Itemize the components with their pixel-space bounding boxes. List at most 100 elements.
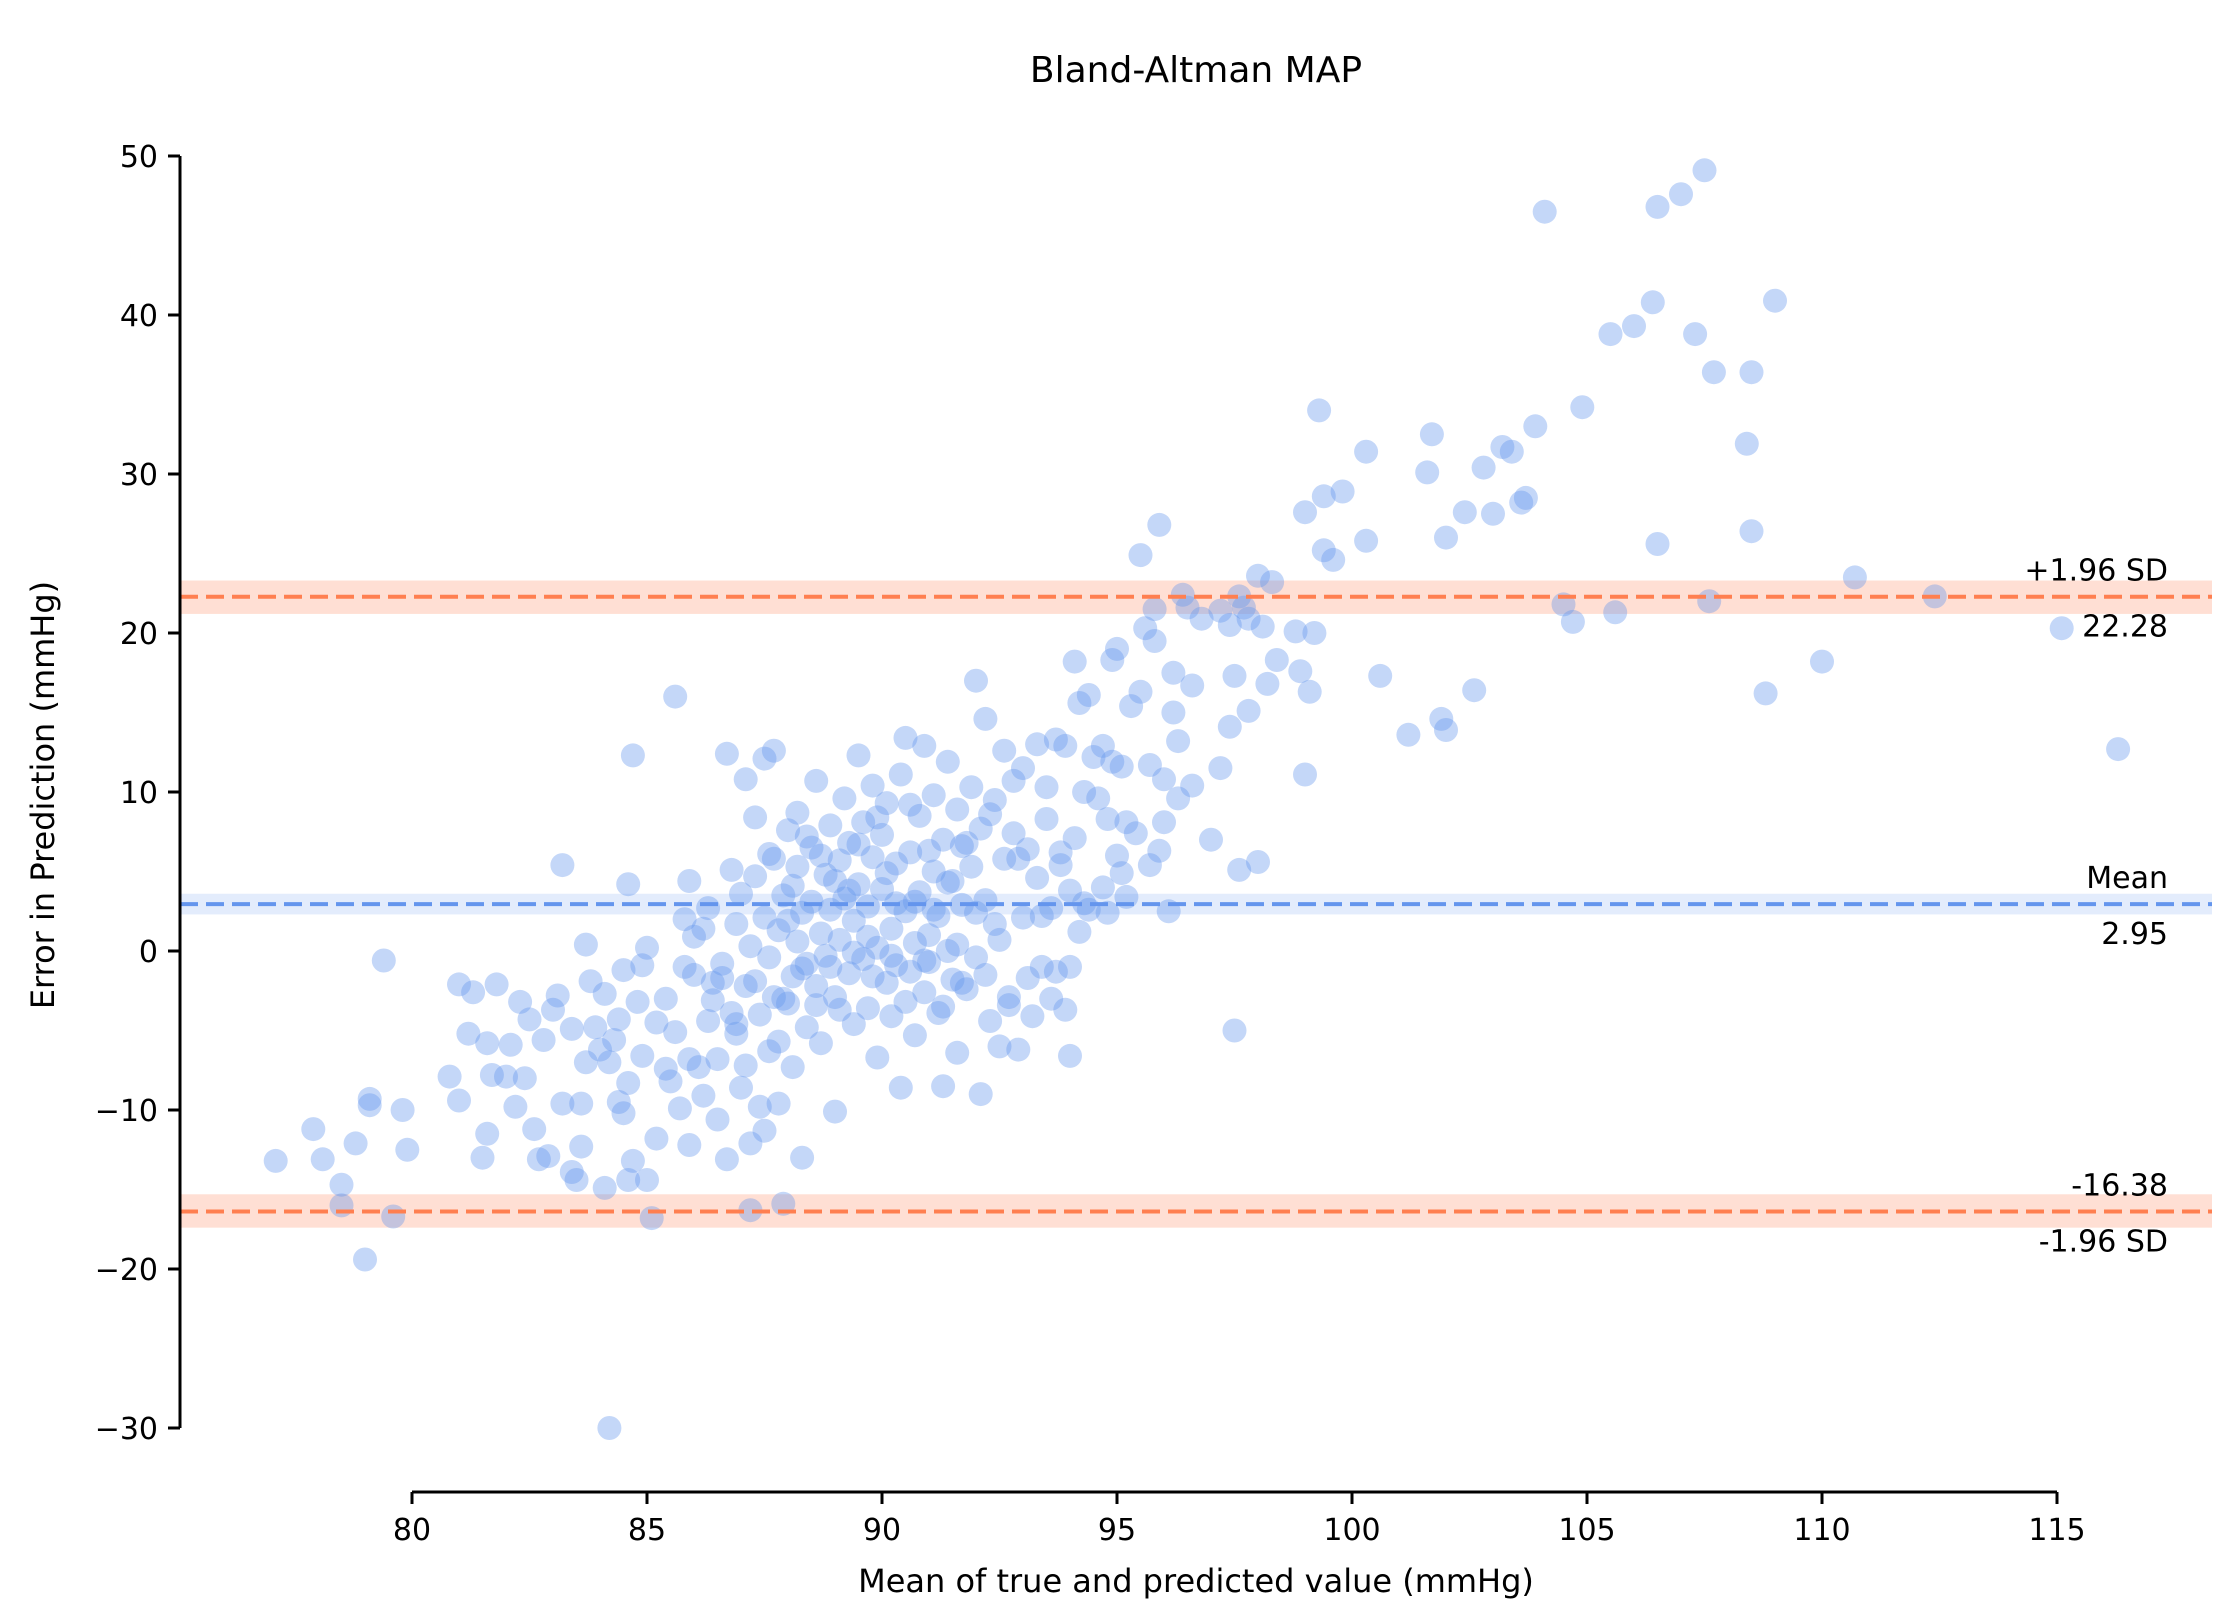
data-point xyxy=(804,974,829,998)
data-point xyxy=(630,1043,655,1068)
data-point xyxy=(569,1091,594,1116)
data-point xyxy=(837,878,862,903)
data-point xyxy=(761,846,786,871)
data-point xyxy=(804,993,829,1018)
data-point xyxy=(959,854,984,879)
data-point xyxy=(381,1204,406,1229)
data-point xyxy=(1152,810,1176,835)
data-point xyxy=(799,835,824,860)
data-point xyxy=(917,950,941,975)
data-point xyxy=(921,897,946,922)
data-point xyxy=(1222,1018,1247,1043)
data-point xyxy=(1048,840,1073,865)
data-point xyxy=(1236,698,1261,723)
data-point xyxy=(954,977,979,1002)
data-point xyxy=(846,872,871,897)
data-point xyxy=(1434,525,1458,550)
data-point xyxy=(1669,182,1693,207)
data-point xyxy=(743,864,768,889)
data-point xyxy=(569,1134,594,1159)
x-tick-label: 100 xyxy=(1323,1513,1380,1548)
data-point xyxy=(1119,694,1144,719)
data-point xyxy=(785,929,810,954)
data-point xyxy=(1058,954,1082,979)
data-point xyxy=(968,1082,993,1107)
y-tick-label: −10 xyxy=(95,1094,158,1129)
data-point xyxy=(794,824,819,849)
data-point xyxy=(912,948,937,973)
data-point xyxy=(978,1009,1003,1033)
data-point xyxy=(813,862,838,887)
data-point xyxy=(823,985,847,1010)
data-point xyxy=(808,921,833,946)
data-point xyxy=(912,980,937,1005)
data-point xyxy=(437,1064,462,1089)
y-tick-label: 20 xyxy=(120,617,158,652)
data-point xyxy=(945,932,970,957)
data-point xyxy=(884,851,909,876)
data-point xyxy=(874,861,899,886)
y-axis-label: Error in Prediction (mmHg) xyxy=(24,581,62,1009)
data-point xyxy=(935,939,960,963)
data-point xyxy=(1086,786,1111,811)
data-point xyxy=(1264,648,1289,672)
data-point xyxy=(1142,629,1167,653)
data-point xyxy=(1598,322,1623,347)
data-point xyxy=(1180,773,1205,798)
line-label-above-2: -16.38 xyxy=(2071,1168,2168,1203)
data-point xyxy=(588,1037,612,1062)
data-point xyxy=(738,1198,763,1223)
data-point xyxy=(907,803,932,828)
data-point xyxy=(329,1172,354,1197)
data-point xyxy=(771,883,796,908)
data-point xyxy=(447,972,471,997)
data-point xyxy=(1429,706,1454,731)
data-point xyxy=(1255,671,1280,696)
data-point xyxy=(855,996,880,1021)
data-point xyxy=(1015,837,1040,862)
data-point xyxy=(879,1004,904,1029)
data-point xyxy=(752,746,777,771)
data-point xyxy=(973,888,998,913)
data-point xyxy=(1321,547,1346,572)
data-point xyxy=(837,830,862,855)
data-point xyxy=(700,988,725,1013)
data-point xyxy=(733,974,758,998)
data-point xyxy=(456,1021,481,1046)
data-point xyxy=(1471,455,1496,480)
data-point xyxy=(710,951,735,976)
data-point xyxy=(517,1007,542,1032)
data-point xyxy=(1763,288,1787,313)
data-point xyxy=(696,896,721,921)
data-point xyxy=(508,989,533,1014)
data-point xyxy=(733,767,758,792)
data-point xyxy=(757,945,782,970)
data-point xyxy=(597,1416,622,1440)
data-point xyxy=(1842,565,1867,590)
data-point xyxy=(766,1091,791,1116)
y-tick-label: 0 xyxy=(139,935,158,970)
data-point xyxy=(855,924,880,949)
data-point xyxy=(954,830,979,855)
data-point xyxy=(1260,570,1285,595)
data-point xyxy=(827,927,852,952)
data-point xyxy=(935,870,960,895)
x-tick-label: 85 xyxy=(628,1513,666,1548)
data-point xyxy=(1490,435,1515,459)
data-point xyxy=(616,872,641,897)
data-point xyxy=(738,934,763,959)
data-point xyxy=(818,954,843,979)
data-point xyxy=(841,940,866,965)
data-point xyxy=(1302,621,1327,645)
data-point xyxy=(635,1168,659,1192)
data-point xyxy=(757,1039,782,1064)
data-point xyxy=(902,889,927,914)
data-point xyxy=(1029,904,1054,928)
data-point xyxy=(1189,606,1214,631)
data-point xyxy=(902,1023,927,1048)
data-point xyxy=(761,985,786,1010)
data-point xyxy=(921,783,946,808)
data-point xyxy=(559,1016,584,1041)
data-point xyxy=(475,1121,500,1146)
data-point xyxy=(1645,532,1670,556)
